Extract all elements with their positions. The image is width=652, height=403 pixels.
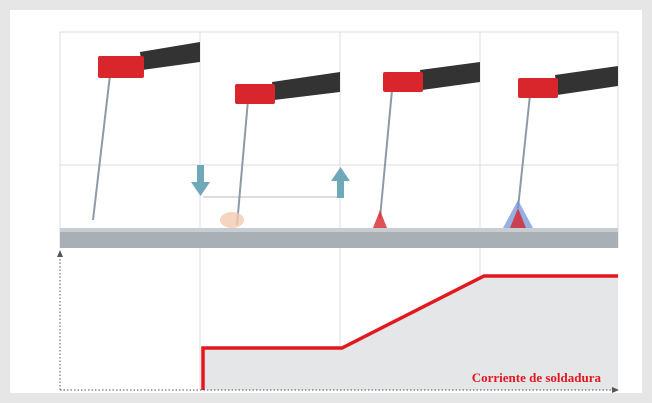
workpiece bbox=[60, 228, 618, 248]
torch bbox=[92, 42, 200, 221]
torch bbox=[503, 66, 618, 228]
current-label: Corriente de soldadura bbox=[472, 370, 602, 385]
spark bbox=[220, 212, 244, 228]
torch bbox=[373, 62, 480, 228]
y-axis-arrow bbox=[57, 250, 63, 257]
arrow-down bbox=[191, 165, 210, 196]
torch bbox=[235, 72, 340, 226]
arrow-up bbox=[331, 167, 350, 198]
workpiece-top bbox=[60, 228, 618, 232]
current-line bbox=[201, 274, 618, 390]
x-axis-arrow bbox=[612, 387, 619, 393]
current-area bbox=[203, 276, 618, 390]
